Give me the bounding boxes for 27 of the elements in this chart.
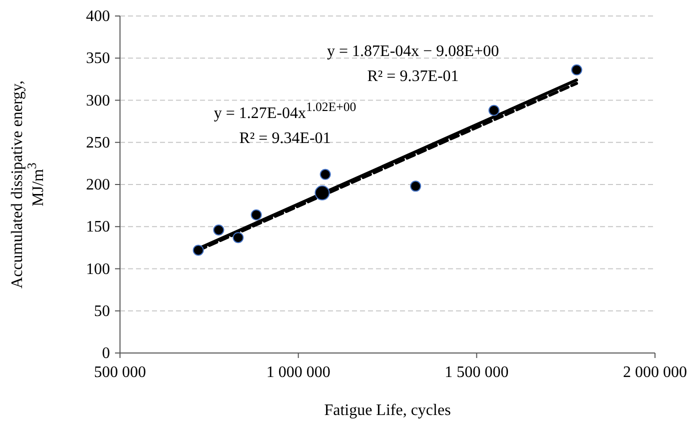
x-tick-label: 1 500 000 <box>444 364 509 381</box>
y-tick-label: 200 <box>86 176 110 194</box>
point <box>410 180 422 192</box>
point <box>232 232 244 244</box>
point <box>192 244 204 256</box>
y-tick-label: 150 <box>86 218 110 236</box>
point <box>213 224 224 236</box>
annotation: y = 1.27E-04x$^{1.02E+00}$ <box>214 100 356 122</box>
y-tick-label: 300 <box>86 92 110 110</box>
point <box>250 209 262 220</box>
point <box>314 185 330 200</box>
x-tick-label: 1 000 000 <box>266 364 330 381</box>
y-tick-label: 400 <box>86 8 110 25</box>
y-tick-label: 50 <box>94 302 110 320</box>
point <box>320 168 331 180</box>
x-tick-label: 500 000 <box>94 364 146 381</box>
y-tick-label: 100 <box>86 260 110 278</box>
y-tick-label: 0 <box>102 345 110 362</box>
y-tick-label: 350 <box>86 50 110 68</box>
annotation: R² = 9.34E-01 <box>239 130 331 147</box>
point <box>571 64 582 76</box>
point <box>488 104 500 116</box>
annotation: y = 1.87E-04x − 9.08E+00 <box>327 43 499 60</box>
y-tick-label: 250 <box>86 134 110 152</box>
x-tick-label: 2 000 000 <box>623 364 687 381</box>
x-axis-title: Fatigue Life, cycles <box>324 402 451 419</box>
annotation: R² = 9.37E-01 <box>367 68 459 85</box>
